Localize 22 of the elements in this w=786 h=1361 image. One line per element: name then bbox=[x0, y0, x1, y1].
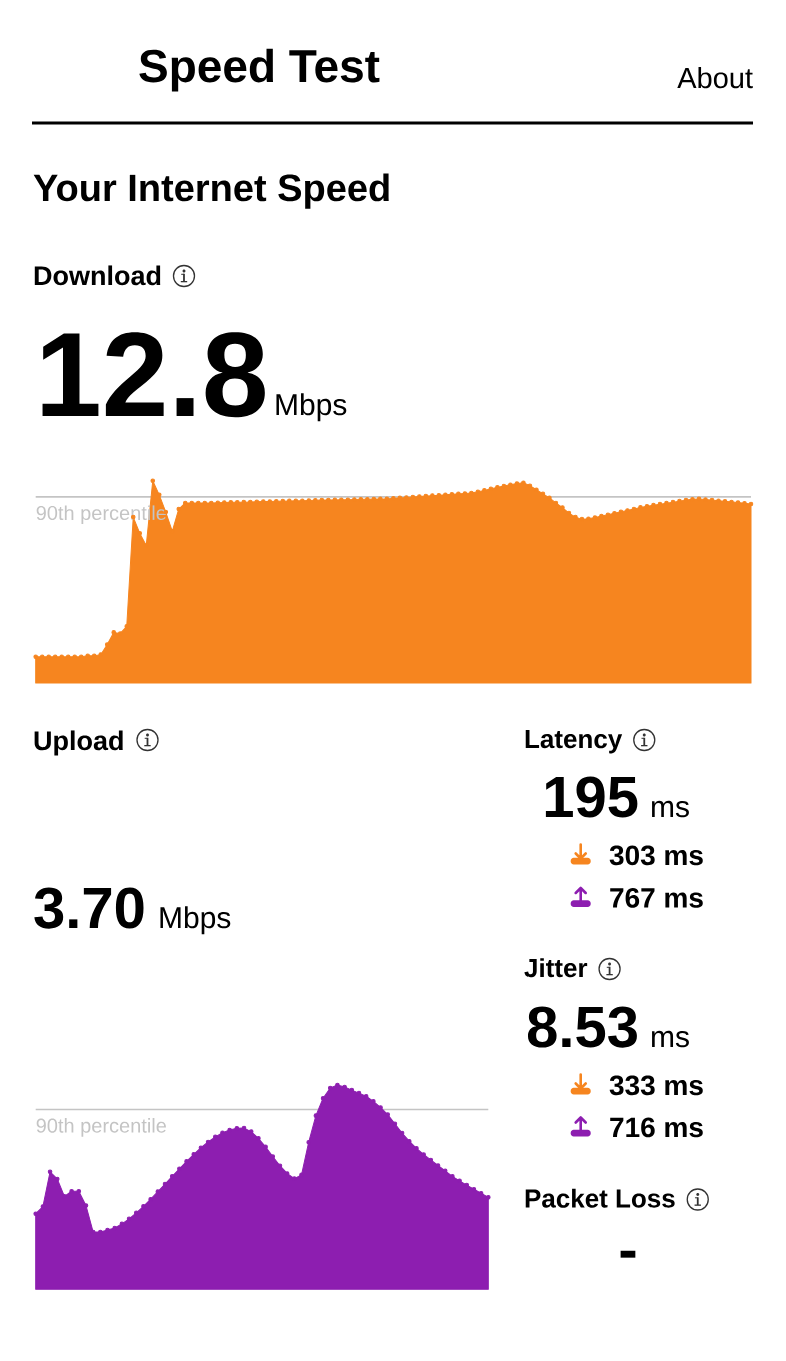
text: 8.53 bbox=[527, 1006, 637, 1048]
text: Your Internet Speed bbox=[33, 173, 389, 209]
text: Mbps bbox=[276, 393, 347, 422]
text: 333 ms bbox=[609, 1075, 703, 1096]
text: 195 bbox=[545, 776, 638, 818]
text: 3.70 bbox=[34, 887, 144, 929]
text: About bbox=[677, 66, 753, 89]
text: 12.8 bbox=[42, 332, 265, 418]
chart-title: Download bbox=[34, 265, 161, 286]
text: Mbps bbox=[160, 906, 231, 935]
text: 716 ms bbox=[610, 1117, 703, 1138]
chart-title: Upload bbox=[34, 730, 123, 756]
text: 303 ms bbox=[609, 845, 703, 866]
text: Speed Test bbox=[139, 48, 380, 92]
text: - bbox=[620, 1250, 636, 1258]
text: ms bbox=[651, 800, 689, 818]
text: Jitter bbox=[524, 958, 588, 978]
ref-line-label: 90th percentile bbox=[36, 1118, 166, 1137]
text: ms bbox=[651, 1030, 689, 1048]
text: Packet Loss bbox=[525, 1188, 675, 1208]
text: 767 ms bbox=[610, 887, 703, 908]
text: Latency bbox=[525, 730, 623, 754]
